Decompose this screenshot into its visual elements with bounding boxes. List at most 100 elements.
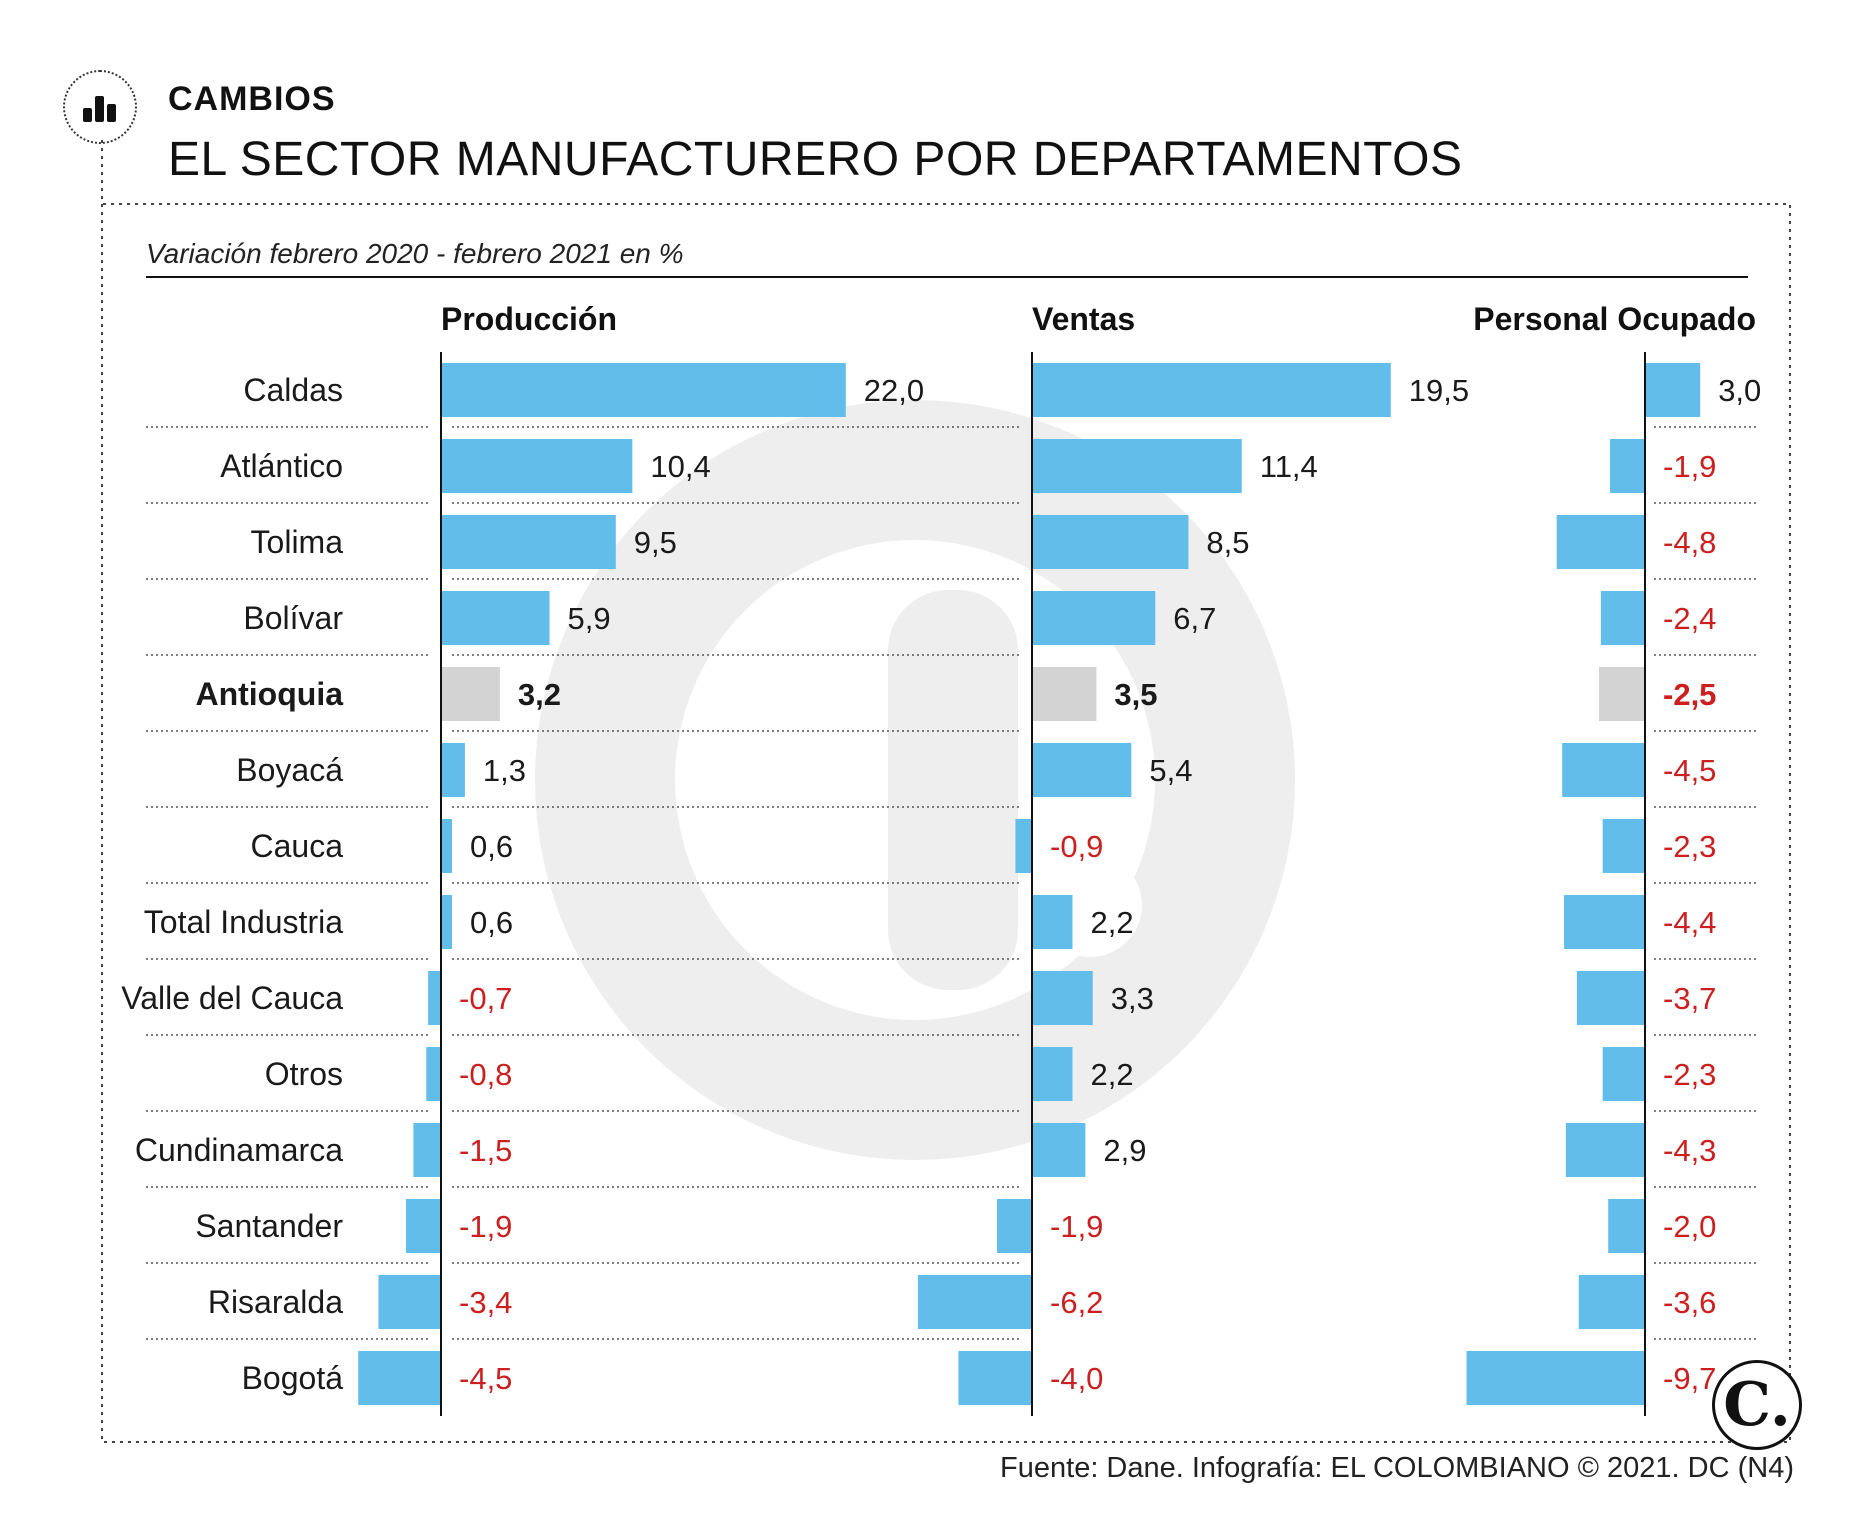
kicker: CAMBIOS (168, 80, 336, 118)
value-label-personal-ocupado-antioquia: -2,5 (1663, 677, 1716, 712)
bar-produccion-atlantico (441, 439, 633, 493)
value-label-produccion-bolivar: 5,9 (568, 601, 611, 636)
value-label-personal-ocupado-santander: -2,0 (1663, 1209, 1716, 1244)
value-label-ventas-cundinamarca: 2,9 (1103, 1133, 1146, 1168)
value-label-produccion-cundinamarca: -1,5 (459, 1133, 512, 1168)
bar-produccion-total-industria (441, 895, 453, 949)
value-label-personal-ocupado-boyaca: -4,5 (1663, 753, 1716, 788)
value-label-ventas-cauca: -0,9 (1050, 829, 1103, 864)
bar-produccion-tolima (441, 515, 616, 569)
bar-ventas-valle-del-cauca (1032, 971, 1093, 1025)
bar-ventas-bogota (958, 1351, 1032, 1405)
value-label-personal-ocupado-valle-del-cauca: -3,7 (1663, 981, 1716, 1016)
value-label-produccion-bogota: -4,5 (459, 1361, 512, 1396)
value-label-personal-ocupado-bolivar: -2,4 (1663, 601, 1716, 636)
bar-ventas-atlantico (1032, 439, 1242, 493)
bar-ventas-otros (1032, 1047, 1073, 1101)
bar-ventas-risaralda (917, 1275, 1032, 1329)
bar-produccion-antioquia (441, 667, 500, 721)
category-label-cauca: Cauca (251, 828, 344, 864)
bar-ventas-total-industria (1032, 895, 1073, 949)
bar-ventas-bolivar (1032, 591, 1156, 645)
bar-produccion-caldas (441, 363, 846, 417)
category-label-atlantico: Atlántico (220, 448, 343, 484)
bar-personal-ocupado-valle-del-cauca (1576, 971, 1645, 1025)
value-label-produccion-caldas: 22,0 (864, 373, 924, 408)
value-label-produccion-cauca: 0,6 (470, 829, 513, 864)
watermark-logo (535, 400, 1295, 1160)
value-label-produccion-valle-del-cauca: -0,7 (459, 981, 512, 1016)
value-label-produccion-otros: -0,8 (459, 1057, 512, 1092)
value-label-ventas-valle-del-cauca: 3,3 (1111, 981, 1154, 1016)
bar-ventas-tolima (1032, 515, 1189, 569)
bar-personal-ocupado-antioquia (1599, 667, 1645, 721)
value-label-ventas-total-industria: 2,2 (1090, 905, 1133, 940)
source-note: Fuente: Dane. Infografía: EL COLOMBIANO … (1000, 1452, 1794, 1484)
value-label-ventas-boyaca: 5,4 (1149, 753, 1192, 788)
category-label-cundinamarca: Cundinamarca (135, 1132, 343, 1168)
bar-ventas-santander (997, 1199, 1032, 1253)
value-label-personal-ocupado-tolima: -4,8 (1663, 525, 1716, 560)
category-label-antioquia: Antioquia (195, 676, 343, 712)
bar-personal-ocupado-bolivar (1600, 591, 1645, 645)
value-label-ventas-otros: 2,2 (1090, 1057, 1133, 1092)
bar-produccion-bogota (358, 1351, 441, 1405)
category-label-risaralda: Risaralda (208, 1284, 343, 1320)
value-label-produccion-antioquia: 3,2 (518, 677, 561, 712)
value-label-produccion-atlantico: 10,4 (650, 449, 710, 484)
value-label-personal-ocupado-bogota: -9,7 (1663, 1361, 1716, 1396)
bar-ventas-boyaca (1032, 743, 1132, 797)
category-label-santander: Santander (195, 1208, 343, 1244)
bar-produccion-valle-del-cauca (428, 971, 441, 1025)
value-label-ventas-tolima: 8,5 (1206, 525, 1249, 560)
page-title: EL SECTOR MANUFACTURERO POR DEPARTAMENTO… (168, 133, 1463, 186)
bar-produccion-cundinamarca (413, 1123, 441, 1177)
bar-personal-ocupado-bogota (1466, 1351, 1645, 1405)
bar-personal-ocupado-boyaca (1562, 743, 1645, 797)
series-header-ventas: Ventas (1032, 301, 1135, 337)
bar-produccion-cauca (441, 819, 453, 873)
value-label-produccion-tolima: 9,5 (634, 525, 677, 560)
category-label-otros: Otros (265, 1056, 343, 1092)
value-label-ventas-caldas: 19,5 (1409, 373, 1469, 408)
category-label-bogota: Bogotá (242, 1360, 344, 1396)
category-label-total-industria: Total Industria (144, 904, 343, 940)
bar-ventas-caldas (1032, 363, 1391, 417)
bar-produccion-boyaca (441, 743, 465, 797)
el-colombiano-logo: C. (1712, 1360, 1802, 1450)
value-label-personal-ocupado-cundinamarca: -4,3 (1663, 1133, 1716, 1168)
value-label-personal-ocupado-atlantico: -1,9 (1663, 449, 1716, 484)
bar-produccion-otros (426, 1047, 441, 1101)
series-header-personal-ocupado: Personal Ocupado (1473, 301, 1756, 337)
bar-personal-ocupado-risaralda (1578, 1275, 1645, 1329)
bar-personal-ocupado-caldas (1645, 363, 1701, 417)
bar-personal-ocupado-cundinamarca (1565, 1123, 1645, 1177)
bar-personal-ocupado-tolima (1556, 515, 1645, 569)
value-label-personal-ocupado-total-industria: -4,4 (1663, 905, 1716, 940)
value-label-ventas-bogota: -4,0 (1050, 1361, 1103, 1396)
category-label-boyaca: Boyacá (236, 752, 343, 788)
value-label-personal-ocupado-risaralda: -3,6 (1663, 1285, 1716, 1320)
bar-personal-ocupado-total-industria (1564, 895, 1645, 949)
bar-produccion-bolivar (441, 591, 550, 645)
category-label-caldas: Caldas (243, 372, 343, 408)
chart-subtitle: Variación febrero 2020 - febrero 2021 en… (146, 238, 684, 269)
bar-ventas-antioquia (1032, 667, 1097, 721)
bar-personal-ocupado-atlantico (1610, 439, 1645, 493)
value-label-ventas-santander: -1,9 (1050, 1209, 1103, 1244)
bar-ventas-cauca (1015, 819, 1032, 873)
bar-personal-ocupado-cauca (1602, 819, 1645, 873)
value-label-produccion-total-industria: 0,6 (470, 905, 513, 940)
bar-ventas-cundinamarca (1032, 1123, 1086, 1177)
value-label-personal-ocupado-caldas: 3,0 (1718, 373, 1761, 408)
value-label-ventas-antioquia: 3,5 (1114, 677, 1157, 712)
value-label-produccion-risaralda: -3,4 (459, 1285, 512, 1320)
category-label-valle-del-cauca: Valle del Cauca (121, 980, 343, 1016)
bar-produccion-santander (406, 1199, 441, 1253)
category-label-bolivar: Bolívar (243, 600, 343, 636)
category-label-tolima: Tolima (251, 524, 344, 560)
value-label-ventas-risaralda: -6,2 (1050, 1285, 1103, 1320)
value-label-personal-ocupado-otros: -2,3 (1663, 1057, 1716, 1092)
